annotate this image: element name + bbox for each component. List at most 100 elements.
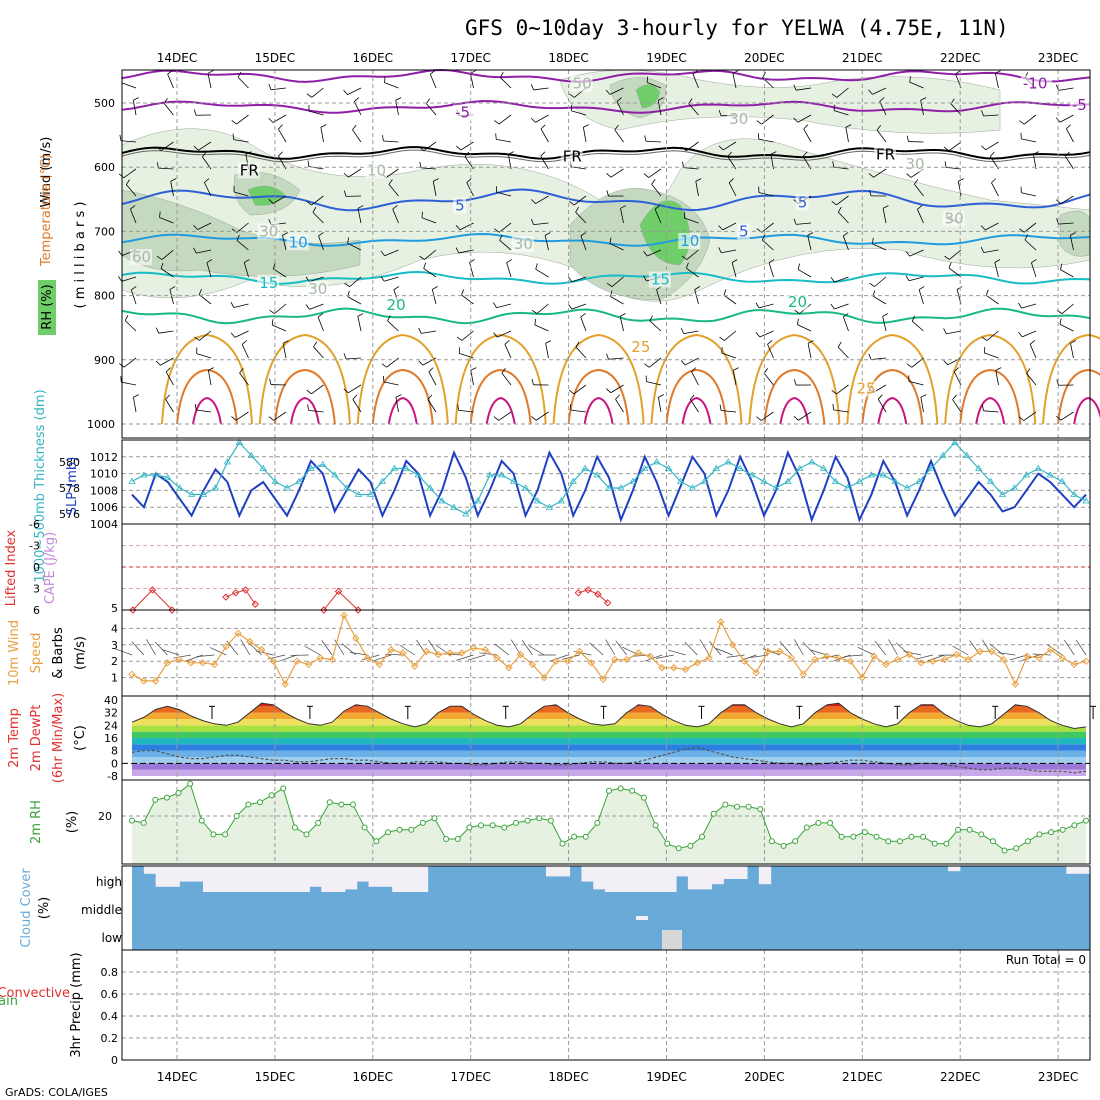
wind10-point bbox=[893, 655, 902, 664]
temp-contour-30 bbox=[959, 368, 1022, 425]
wind-barb-flag bbox=[918, 286, 925, 290]
temp-ylabel-4: (°C) bbox=[73, 725, 88, 751]
wind10-point bbox=[999, 655, 1008, 664]
wind-barb bbox=[1059, 324, 1074, 332]
rh2m-point bbox=[594, 819, 601, 826]
cloud-high-clear bbox=[593, 866, 606, 890]
wind-barb bbox=[909, 249, 924, 257]
wind-barb-flag bbox=[644, 135, 647, 142]
wind-barb-flag bbox=[535, 263, 538, 270]
wind-barb-flag bbox=[313, 341, 318, 348]
wind-barb bbox=[882, 316, 887, 332]
wind-barb-flag bbox=[689, 394, 695, 400]
wind-barb bbox=[159, 217, 174, 224]
wind-barb bbox=[163, 103, 174, 116]
wind-barb bbox=[313, 346, 324, 359]
wind-barb-flag bbox=[393, 286, 400, 291]
wind-barb bbox=[834, 303, 849, 310]
cloud-high-clear bbox=[356, 866, 370, 882]
wind-barb-flag bbox=[831, 389, 837, 395]
cloud-high-clear bbox=[735, 866, 748, 879]
wind-barb-flag bbox=[958, 178, 964, 182]
wind-barb-flag bbox=[681, 255, 688, 260]
rh2m-point bbox=[931, 840, 938, 847]
rh2m-area bbox=[132, 783, 1086, 864]
thickness-point bbox=[784, 477, 792, 484]
cloud-high-clear bbox=[545, 866, 559, 877]
wind-barb-flag bbox=[832, 161, 835, 168]
wind-barb-flag bbox=[793, 379, 797, 386]
wind-barb bbox=[692, 73, 699, 89]
lifted-index-point bbox=[320, 606, 328, 614]
contour-label-bg bbox=[727, 111, 750, 128]
wind-barb-flag bbox=[432, 286, 438, 290]
rh2m-point bbox=[315, 819, 322, 826]
wind-barb bbox=[616, 101, 624, 116]
wind-barb bbox=[423, 141, 437, 152]
wind10-barb bbox=[146, 639, 156, 656]
temperature-tick-label: 32 bbox=[104, 707, 118, 720]
wind-barb-flag bbox=[1070, 232, 1076, 236]
wind-barb bbox=[571, 110, 587, 116]
wind-barb-flag bbox=[530, 199, 536, 204]
rh2m-point bbox=[803, 824, 810, 831]
wind10-barb bbox=[114, 648, 133, 656]
wind-barb-flag bbox=[193, 145, 199, 151]
temperature-band bbox=[132, 725, 1086, 732]
wind-barb-flag bbox=[906, 173, 912, 178]
temperature-line bbox=[131, 702, 1087, 730]
temp-contour-30 bbox=[763, 368, 826, 425]
thickness-point bbox=[128, 477, 136, 484]
temperature-tick-label: -8 bbox=[107, 770, 118, 783]
wind-barb-flag bbox=[733, 367, 739, 371]
temperature-band bbox=[132, 744, 1086, 751]
thickness-point bbox=[903, 484, 911, 491]
lifted-index-line bbox=[132, 589, 173, 611]
wind-barb-flag bbox=[649, 315, 653, 322]
wind-barb bbox=[732, 370, 737, 386]
thickness-point bbox=[533, 497, 542, 504]
wind10-point bbox=[846, 657, 855, 665]
wind-barb bbox=[1031, 262, 1037, 278]
wind-barb-flag bbox=[644, 363, 650, 368]
wind-barb-flag bbox=[694, 286, 701, 290]
wind-barb-flag bbox=[905, 275, 910, 281]
wind-barb-flag bbox=[306, 201, 312, 206]
rh2m-point bbox=[175, 790, 182, 796]
wind-barb bbox=[496, 138, 512, 143]
precip-tick-label: 0.6 bbox=[101, 988, 119, 1001]
bottom-date-label: 18DEC bbox=[548, 1070, 588, 1084]
wind-barb bbox=[121, 381, 137, 386]
wind-barb-flag bbox=[119, 134, 122, 141]
wind-barb bbox=[721, 410, 737, 413]
rh2m-point bbox=[745, 803, 752, 810]
wind-barb-flag bbox=[232, 133, 235, 140]
wind-barb bbox=[170, 181, 174, 197]
cloud-high-clear bbox=[392, 866, 405, 892]
wind-barb bbox=[282, 343, 287, 359]
rh2m-point bbox=[1001, 847, 1008, 854]
wind-barb-flag bbox=[282, 232, 288, 236]
bottom-date-label: 21DEC bbox=[842, 1070, 882, 1084]
rh2m-ylabel-2: (%) bbox=[65, 811, 80, 834]
wind-barb-flag bbox=[614, 124, 619, 131]
wind-barb-flag bbox=[807, 340, 814, 344]
rh2m-point bbox=[361, 824, 368, 831]
cloud-high-clear bbox=[309, 866, 322, 887]
wind-barb bbox=[874, 276, 887, 287]
wind-barb-flag bbox=[1018, 302, 1022, 309]
wind10-point bbox=[575, 647, 584, 656]
wind10-point bbox=[870, 652, 878, 660]
contour-label-bg bbox=[1069, 96, 1092, 113]
wind-barb bbox=[620, 208, 624, 224]
wind-barb-flag bbox=[943, 146, 950, 152]
wind-barb-flag bbox=[1056, 379, 1059, 386]
wind-barb bbox=[837, 346, 849, 359]
thickness-point bbox=[474, 497, 482, 504]
contour-label-bg bbox=[736, 223, 750, 240]
wind-barb bbox=[609, 87, 624, 95]
wind-barb-flag bbox=[920, 97, 927, 101]
top-date-label: 14DEC bbox=[157, 51, 197, 65]
wind-barb bbox=[422, 357, 437, 366]
thickness-point bbox=[164, 473, 172, 480]
